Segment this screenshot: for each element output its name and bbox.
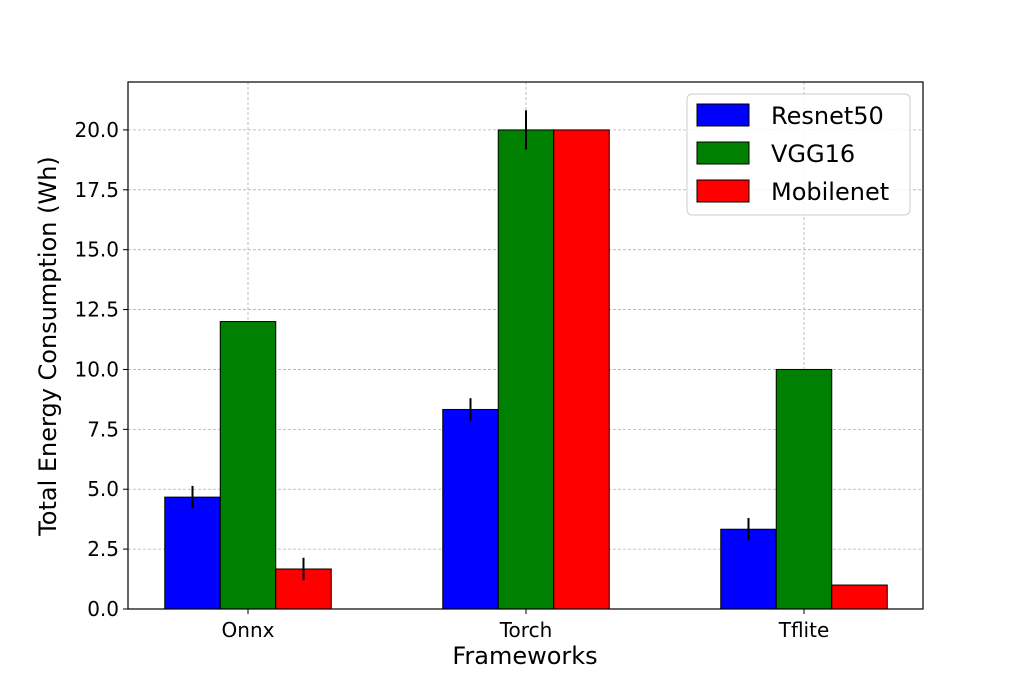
bars xyxy=(164,129,888,610)
legend: Resnet50 VGG16 Mobilenet xyxy=(686,93,911,216)
y-tick-label: 0.0 xyxy=(87,597,119,621)
legend-swatch-vgg16 xyxy=(696,141,750,165)
y-tick-label: 7.5 xyxy=(87,417,119,441)
legend-label-vgg16: VGG16 xyxy=(771,140,855,168)
bar-mobilenet-torch xyxy=(553,129,610,610)
x-tick-label: Tflite xyxy=(778,618,830,642)
bar-vgg16-tflite xyxy=(775,368,833,610)
bar-vgg16-onnx xyxy=(219,321,277,610)
x-tick-label: Onnx xyxy=(222,618,275,642)
y-tick-label: 20.0 xyxy=(74,118,119,142)
bar-resnet50-torch xyxy=(442,408,499,610)
bar-mobilenet-tflite xyxy=(831,584,888,610)
x-axis-label: Frameworks xyxy=(452,642,597,670)
y-tick-label: 15.0 xyxy=(74,238,119,262)
error-bars xyxy=(191,110,750,581)
y-tick-label: 17.5 xyxy=(74,178,119,202)
y-tick-label: 10.0 xyxy=(74,357,119,381)
bar-resnet50-tflite xyxy=(720,528,777,610)
legend-items: Resnet50 VGG16 Mobilenet xyxy=(696,102,889,206)
legend-swatch-mobilenet xyxy=(696,179,750,203)
x-tick-label: Torch xyxy=(499,618,553,642)
bar-resnet50-onnx xyxy=(164,496,221,610)
y-tick-label: 2.5 xyxy=(87,537,119,561)
y-tick-label: 5.0 xyxy=(87,477,119,501)
legend-swatch-resnet50 xyxy=(696,103,750,127)
legend-label-mobilenet: Mobilenet xyxy=(771,178,889,206)
y-axis-label: Total Energy Consumption (Wh) xyxy=(34,156,62,537)
x-axis-ticks: Onnx Torch Tflite xyxy=(222,609,830,642)
legend-label-resnet50: Resnet50 xyxy=(771,102,884,130)
bar-vgg16-torch xyxy=(497,129,555,610)
y-axis-ticks: 0.0 2.5 5.0 7.5 10.0 12.5 15.0 17.5 20.0 xyxy=(74,118,128,621)
y-tick-label: 12.5 xyxy=(74,298,119,322)
